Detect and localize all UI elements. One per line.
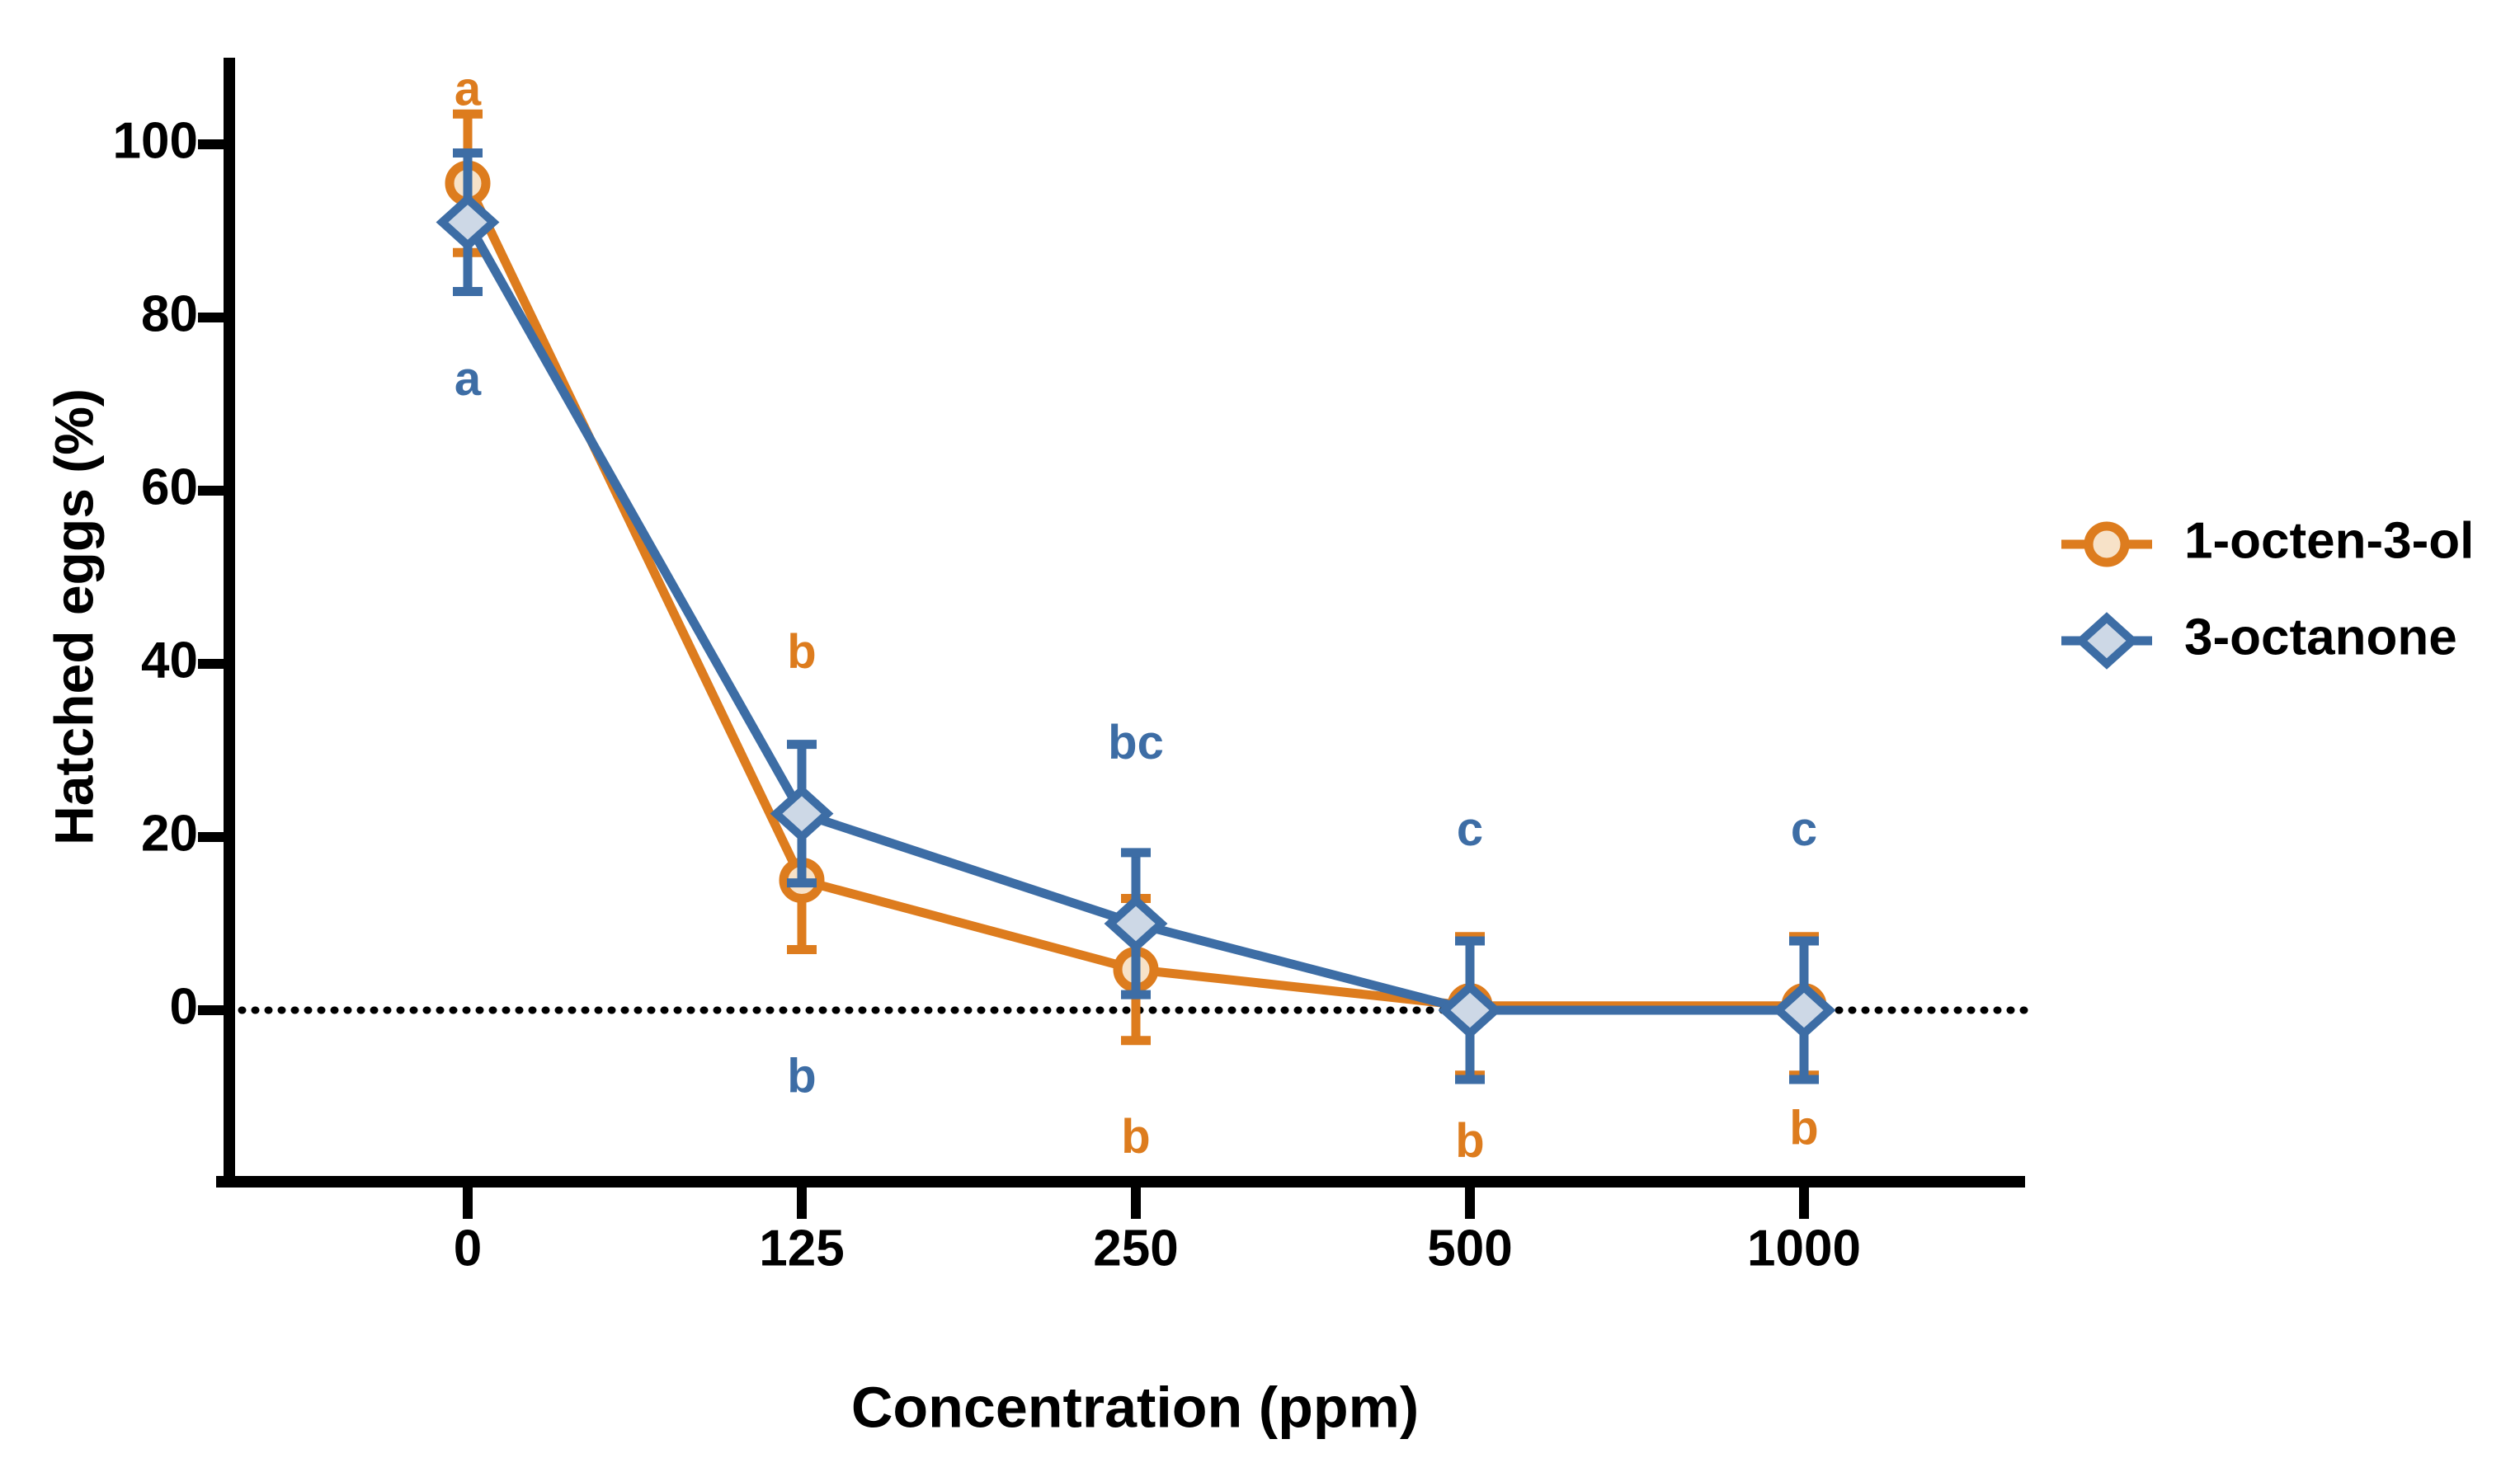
significance-letter: b xyxy=(1455,1114,1484,1168)
x-tick-label: 0 xyxy=(454,1220,482,1277)
legend-label-3-octanone: 3-octanone xyxy=(2184,609,2457,666)
y-axis-title: Hatched eggs (%) xyxy=(43,388,104,845)
legend-label-1-octen-3-ol: 1-octen-3-ol xyxy=(2184,512,2474,569)
significance-letter: b xyxy=(787,1049,816,1103)
significance-letter: a xyxy=(455,62,482,115)
legend-item-3-octanone: 3-octanone xyxy=(2061,609,2457,670)
x-tick-label: 250 xyxy=(1093,1220,1178,1277)
y-tick-label: 40 xyxy=(141,632,198,689)
significance-letter: c xyxy=(1791,802,1817,856)
legend-item-1-octen-3-ol: 1-octen-3-ol xyxy=(2061,512,2474,569)
x-tick-label: 125 xyxy=(759,1220,844,1277)
data-point-diamond-marker xyxy=(770,784,834,843)
y-tick-label: 0 xyxy=(170,978,198,1035)
y-tick-label: 80 xyxy=(141,285,198,342)
significance-letter: bc xyxy=(1108,716,1164,769)
data-point-diamond-marker xyxy=(1772,981,1836,1039)
y-tick-label: 20 xyxy=(141,805,198,862)
significance-letter: a xyxy=(455,352,482,406)
data-point-diamond-marker xyxy=(436,193,500,252)
x-tick-label: 1000 xyxy=(1747,1220,1861,1277)
x-tick-label: 500 xyxy=(1427,1220,1512,1277)
legend: 1-octen-3-ol 3-octanone xyxy=(2061,512,2474,670)
significance-letter: b xyxy=(787,625,816,679)
data-point-diamond-marker xyxy=(1438,981,1502,1039)
significance-letter: b xyxy=(1121,1110,1150,1164)
data-point-diamond-marker xyxy=(1104,895,1168,952)
x-axis-title: Concentration (ppm) xyxy=(851,1375,1419,1439)
legend-diamond-marker-icon xyxy=(2075,612,2139,670)
y-tick-label: 60 xyxy=(141,459,198,515)
significance-letter: b xyxy=(1789,1101,1818,1155)
y-tick-label: 100 xyxy=(113,112,198,169)
significance-letter: c xyxy=(1457,802,1483,856)
legend-circle-marker-icon xyxy=(2084,521,2130,567)
